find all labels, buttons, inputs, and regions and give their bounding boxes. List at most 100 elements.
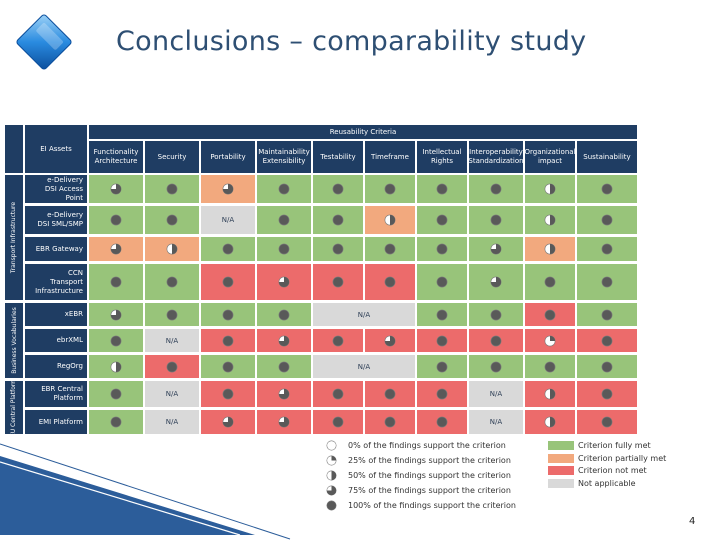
cell-not-applicable: N/A [200,205,256,235]
legend-pie-label: 25% of the findings support the criterio… [348,456,511,465]
pie-100-icon [490,309,502,320]
column-header: Interoperability Standardization [468,140,524,174]
matrix-cell [88,380,144,408]
pie-75-icon [326,485,337,496]
matrix-cell [576,236,638,262]
pie-100-icon [326,500,337,511]
column-header: Organizational impact [524,140,576,174]
pie-100-icon [278,214,290,226]
pie-75-icon [490,243,502,255]
matrix-cell [524,328,576,353]
matrix-cell [256,409,312,435]
asset-name-line: RegOrg [56,362,83,370]
asset-name: e-Delivery DSI SML/SMP [24,205,88,235]
matrix-cell [364,380,416,408]
asset-name: EMI Platform [24,409,88,435]
matrix-cell [88,409,144,435]
matrix-cell [312,409,364,435]
pie-100-icon [436,416,448,428]
matrix-cell [416,174,468,204]
matrix-cell [468,328,524,353]
column-name: Testability [320,152,356,161]
matrix-cell [576,328,638,353]
matrix-cell [416,263,468,301]
cell-not-applicable: N/A [144,380,200,408]
matrix-cell [524,409,576,435]
matrix-cell [88,263,144,301]
matrix-cell [312,205,364,235]
asset-name-line: e-Delivery [47,211,83,219]
matrix-cell [468,263,524,301]
matrix-cell [312,236,364,262]
na-label: N/A [489,418,503,426]
column-name: Organizational [524,148,576,156]
matrix-cell [416,354,468,379]
pie-100-icon [384,388,396,400]
matrix-cell [576,302,638,327]
asset-name-line: EMI Platform [38,417,83,426]
pie-100-icon [332,214,344,226]
matrix-cell [88,354,144,379]
matrix-cell [416,328,468,353]
assets-header: EI Assets [24,124,88,174]
na-label: N/A [357,310,371,319]
na-label: N/A [165,390,179,398]
group-label-text: EU Central Platform [10,380,18,435]
legend-color-label: Criterion partially met [578,453,667,463]
pie-75-icon [278,276,290,288]
pie-100-icon [436,276,448,288]
pie-100-icon [166,361,178,372]
pie-100-icon [278,361,290,372]
matrix-cell [364,236,416,262]
column-header: Portability [200,140,256,174]
matrix-cell [200,328,256,353]
pie-100-icon [436,214,448,226]
matrix-cell [468,205,524,235]
matrix-cell [576,380,638,408]
group-label: EU Central Platform [4,380,24,435]
pie-100-icon [384,243,396,255]
asset-name-line: Transport [50,277,83,286]
pie-75-icon [278,388,290,400]
pie-100-icon [332,416,344,428]
column-header: Maintainability Extensibility [256,140,312,174]
pie-100-icon [601,276,613,288]
assets-header-label: EI Assets [40,144,72,153]
cell-not-applicable: N/A [468,409,524,435]
pie-100-icon [436,183,448,195]
pie-50-icon [544,388,556,400]
matrix-cell [364,205,416,235]
pie-100-icon [490,335,502,346]
column-name: Portability [210,152,246,161]
legend-pie-label: 100% of the findings support the criteri… [348,501,516,510]
pie-100-icon [222,309,234,320]
legend-color-label: Criterion fully met [578,441,651,450]
pie-50-icon [544,243,556,255]
matrix-cell [144,174,200,204]
matrix-cell [364,263,416,301]
pie-100-icon [110,335,122,346]
pie-100-icon [110,388,122,400]
pie-100-icon [436,243,448,255]
cell-not-applicable: N/A [312,302,416,327]
matrix-cell [576,205,638,235]
pie-50-icon [326,470,337,481]
pie-100-icon [110,416,122,428]
column-header: Testability [312,140,364,174]
matrix-cell [468,302,524,327]
matrix-cell [576,409,638,435]
pie-100-icon [166,309,178,320]
pie-100-icon [222,335,234,346]
matrix-cell [468,354,524,379]
matrix-cell [88,328,144,353]
matrix-cell [200,236,256,262]
pie-100-icon [384,183,396,195]
asset-name-line: xEBR [64,310,83,318]
matrix-cell [524,174,576,204]
pie-100-icon [166,276,178,288]
asset-name: ebrXML [24,328,88,353]
legend-color-swatch [548,453,574,463]
matrix-cell [256,302,312,327]
criteria-header-label: Reusability Criteria [329,128,397,136]
pie-75-icon [278,416,290,428]
